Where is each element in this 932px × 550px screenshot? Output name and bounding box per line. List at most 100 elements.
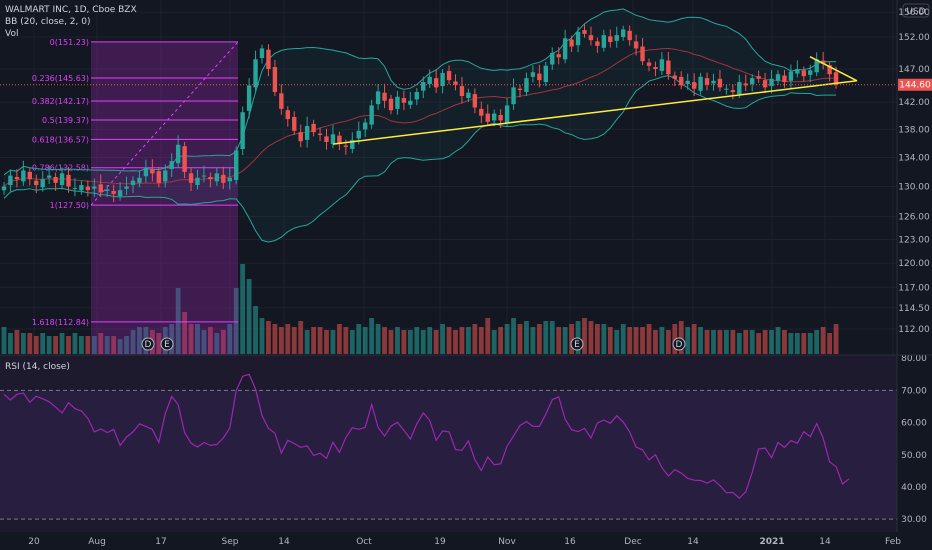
volume-bar <box>607 327 613 354</box>
candle-body <box>666 60 671 75</box>
time-tick-label: 19 <box>434 537 446 547</box>
volume-bar <box>304 330 310 354</box>
candle-body <box>511 87 516 105</box>
candle-body <box>743 83 748 86</box>
price-tick-label: 152.00 <box>898 33 930 43</box>
volume-bar <box>569 324 574 354</box>
price-tick-label: 112.00 <box>898 325 930 335</box>
volume-bar <box>91 336 97 354</box>
candle-body <box>659 59 665 71</box>
fib-zone-fill <box>91 41 238 356</box>
event-marker-label: E <box>164 340 170 350</box>
candle-body <box>485 113 490 122</box>
price-tick-label: 120.00 <box>898 259 930 269</box>
volume-bar <box>266 321 271 354</box>
candle-body <box>582 30 587 34</box>
candle-body <box>685 80 690 85</box>
bb-basis <box>3 47 837 187</box>
volume-bar <box>220 330 226 354</box>
candle-body <box>421 82 426 91</box>
candle-body <box>408 100 413 105</box>
candle-body <box>279 93 284 109</box>
volume-bar <box>27 333 33 354</box>
symbol-title[interactable]: WALMART INC, 1D, Cboe BZX <box>5 5 137 15</box>
bb-legend[interactable]: BB (20, close, 2, 0) <box>5 17 90 27</box>
volume-bar <box>491 330 497 354</box>
candle-body <box>343 145 349 147</box>
time-tick-label: Feb <box>885 537 901 547</box>
candle-body <box>66 174 71 187</box>
candle-body <box>369 105 374 125</box>
time-tick-label: 14 <box>278 537 290 547</box>
candle-body <box>550 52 555 65</box>
price-tick-label: 147.00 <box>898 65 930 75</box>
volume-bar <box>208 327 213 354</box>
volume-bar <box>85 336 91 354</box>
volume-bar <box>691 324 697 354</box>
volume-bar <box>182 312 187 354</box>
trendlines[interactable] <box>0 56 897 145</box>
time-tick-label: 17 <box>155 537 166 547</box>
candle-body <box>530 72 536 77</box>
fib-level-label: 0.382(142.17) <box>32 97 89 106</box>
candle-body <box>234 150 239 180</box>
candle-body <box>827 65 832 75</box>
volume-bar <box>1 327 7 354</box>
candle-body <box>782 75 787 83</box>
volume-bar <box>14 330 20 354</box>
price-tick-label: 142.00 <box>898 98 930 108</box>
candle-body <box>72 187 78 189</box>
time-tick-label: Sep <box>222 537 239 547</box>
volume-bar <box>762 330 768 354</box>
volume-bar <box>324 330 329 354</box>
volume-bar <box>343 327 349 354</box>
vol-legend[interactable]: Vol <box>5 29 18 39</box>
candlestick-series <box>1 23 839 203</box>
rsi-legend[interactable]: RSI (14, close) <box>5 362 70 372</box>
volume-bar <box>698 327 703 354</box>
candle-body <box>750 78 755 85</box>
candle-body <box>330 134 336 145</box>
earnings-marker <box>570 337 584 351</box>
candle-body <box>543 65 548 83</box>
rsi-tick-label: 70.00 <box>901 386 927 396</box>
candle-body <box>775 74 781 81</box>
event-marker-label: D <box>676 340 683 350</box>
candle-body <box>646 62 652 66</box>
volume-bar <box>614 330 620 354</box>
candle-body <box>724 88 729 90</box>
candle-body <box>608 36 613 43</box>
volume-bar <box>672 324 678 354</box>
time-tick-label: Dec <box>624 537 641 547</box>
candle-body <box>498 114 503 121</box>
volume-bar <box>214 333 220 354</box>
bollinger-bands <box>3 8 837 243</box>
candle-body <box>479 108 484 116</box>
candle-body <box>375 91 381 105</box>
volume-bar <box>459 327 465 354</box>
volume-bar <box>227 324 233 354</box>
volume-bar <box>201 330 207 354</box>
candle-body <box>111 190 116 194</box>
volume-bar <box>562 327 568 354</box>
volume-bar <box>259 318 265 354</box>
volume-bar <box>653 330 658 354</box>
candle-body <box>253 59 258 88</box>
volume-bar <box>66 336 71 354</box>
volume-bar <box>46 336 52 354</box>
volume-bar <box>820 327 826 354</box>
volume-bar <box>472 324 478 354</box>
candle-body <box>363 122 368 130</box>
candle-body <box>143 167 149 177</box>
volume-bar <box>349 330 355 354</box>
candle-body <box>524 78 529 93</box>
candle-body <box>214 173 220 182</box>
candle-body <box>717 78 723 88</box>
candle-body <box>21 170 26 182</box>
volume-bar <box>711 330 716 354</box>
volume-bar <box>659 327 665 354</box>
currency-badge[interactable] <box>902 3 930 18</box>
support-trendline <box>332 80 858 145</box>
